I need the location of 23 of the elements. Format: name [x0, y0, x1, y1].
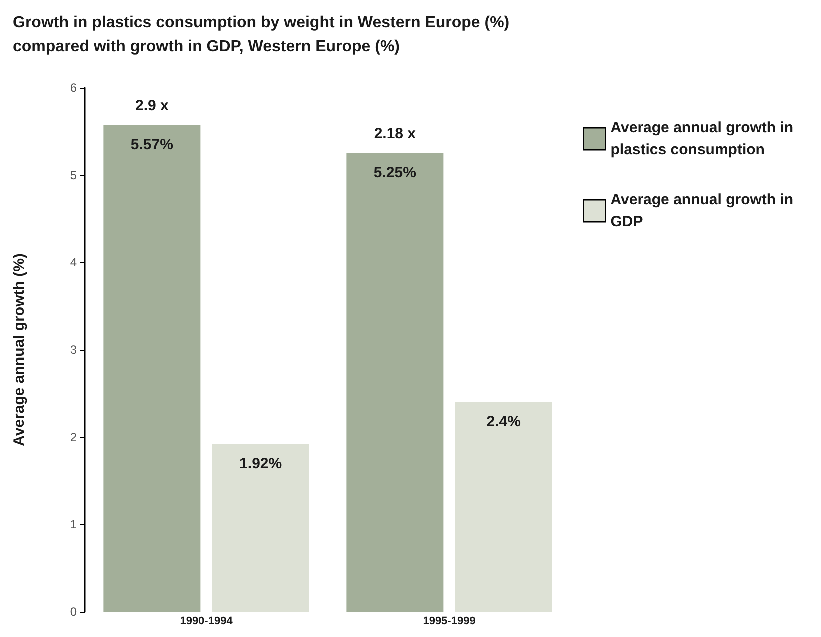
bar — [104, 126, 201, 612]
data-label: 2.4% — [486, 413, 521, 430]
y-tick-label: 4 — [70, 256, 78, 270]
x-tick-label: 1995-1999 — [423, 616, 476, 628]
data-label: 5.57% — [130, 136, 174, 154]
y-axis-title: Average annual growth (%) — [11, 254, 28, 446]
legend-label: Average annual growth in GDP — [610, 192, 798, 230]
annotation: 2.18 x — [374, 126, 417, 142]
annotation: 2.9 x — [135, 98, 170, 115]
bar — [455, 402, 552, 612]
y-tick-label: 3 — [70, 343, 78, 357]
data-label: 5.25% — [374, 164, 416, 182]
bar — [346, 154, 444, 612]
y-tick-label: 2 — [70, 430, 78, 444]
y-tick-label: 6 — [70, 81, 78, 95]
y-tick-label: 0 — [70, 605, 78, 619]
data-label: 1.92% — [240, 455, 282, 472]
bar — [212, 444, 310, 612]
chart-title: Growth in plastics consumption by weight in Western Europe (%) compared with growth in GDP, Western Europe (%) — [13, 14, 510, 56]
y-tick-label: 1 — [70, 518, 78, 532]
y-tick-label: 5 — [70, 168, 78, 182]
x-tick-label: 1990-1994 — [180, 616, 234, 628]
legend-label: Average annual growth in plastics consumption — [610, 120, 798, 158]
